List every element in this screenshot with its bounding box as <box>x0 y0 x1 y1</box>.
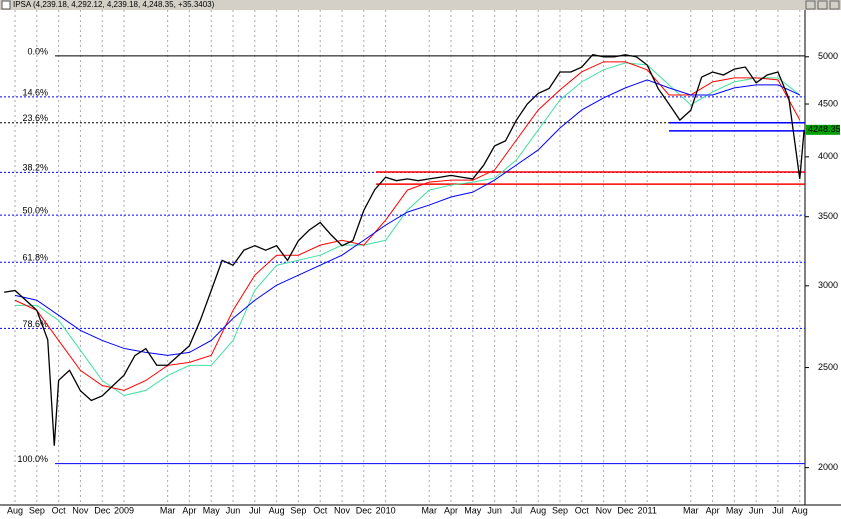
x-tick-label: Mar <box>421 505 437 515</box>
x-tick-label: May <box>203 505 221 515</box>
y-tick-label: 3500 <box>818 211 838 221</box>
title-bar <box>0 0 841 10</box>
x-tick-label: Apr <box>444 505 458 515</box>
y-tick-label: 5000 <box>818 51 838 61</box>
x-tick-label: Aug <box>530 505 546 515</box>
x-tick-label: Sep <box>290 505 306 515</box>
x-tick-label: 2009 <box>114 505 134 515</box>
x-tick-label: Nov <box>596 505 613 515</box>
y-tick-label: 2000 <box>818 462 838 472</box>
fib-label: 50.0% <box>22 206 48 216</box>
last-price-box <box>806 124 840 135</box>
fib-label: 78.6% <box>22 319 48 329</box>
x-tick-label: May <box>464 505 482 515</box>
y-tick-label: 2500 <box>818 362 838 372</box>
x-tick-label: Dec <box>94 505 111 515</box>
x-tick-label: Jul <box>772 505 784 515</box>
fib-label: 23.6% <box>22 113 48 123</box>
x-tick-label: May <box>726 505 744 515</box>
moving-average <box>15 62 801 397</box>
x-tick-label: Mar <box>683 505 699 515</box>
x-tick-label: Jun <box>749 505 764 515</box>
x-tick-label: Jul <box>511 505 523 515</box>
x-tick-label: Aug <box>792 505 808 515</box>
x-tick-label: Nov <box>72 505 89 515</box>
x-tick-label: 2011 <box>638 505 657 515</box>
x-tick-label: Oct <box>575 505 590 515</box>
moving-average <box>14 61 801 391</box>
x-tick-label: Oct <box>313 505 328 515</box>
fib-label: 38.2% <box>22 163 48 173</box>
y-tick-label: 4500 <box>818 98 838 108</box>
price-line <box>4 54 805 446</box>
fib-label: 61.8% <box>22 253 48 263</box>
y-tick-label: 3000 <box>818 280 838 290</box>
y-tick-label: 4000 <box>818 151 838 161</box>
x-tick-label: Apr <box>706 505 720 515</box>
x-tick-label: Dec <box>617 505 634 515</box>
fib-label: 100.0% <box>17 454 48 464</box>
x-tick-label: Apr <box>182 505 196 515</box>
fib-label: 14.6% <box>22 87 48 97</box>
x-tick-label: Aug <box>269 505 285 515</box>
x-tick-label: Aug <box>7 505 23 515</box>
maximize-button[interactable] <box>817 0 828 10</box>
x-tick-label: Sep <box>29 505 45 515</box>
fib-label: 0.0% <box>27 46 48 56</box>
minimize-button[interactable] <box>805 0 816 10</box>
x-tick-label: Mar <box>160 505 176 515</box>
moving-average <box>14 79 800 356</box>
x-tick-label: Dec <box>356 505 373 515</box>
close-button[interactable] <box>829 0 840 10</box>
x-tick-label: Jun <box>226 505 241 515</box>
last-price-label: 4248.35 <box>808 124 841 134</box>
chart-title: IPSA (4,239.18, 4,292.12, 4,239.18, 4,24… <box>13 0 215 9</box>
x-tick-label: 2010 <box>376 505 396 515</box>
x-tick-label: Sep <box>552 505 568 515</box>
window-icon <box>1 0 11 10</box>
x-tick-label: Oct <box>52 505 67 515</box>
x-tick-label: Nov <box>334 505 351 515</box>
x-tick-label: Jul <box>249 505 261 515</box>
x-tick-label: Jun <box>487 505 502 515</box>
